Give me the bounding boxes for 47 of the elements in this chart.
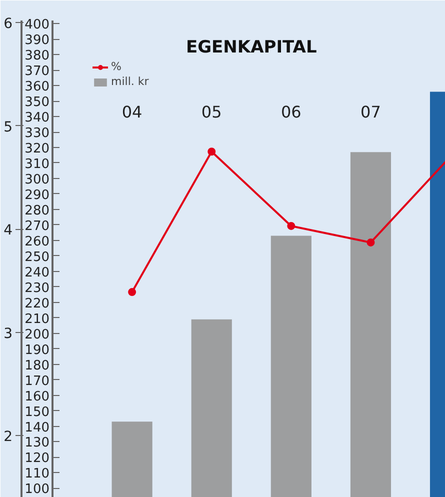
y-tick-label: 2 — [4, 429, 13, 446]
y2-tick-label: 300 — [24, 172, 50, 188]
y2-tick-label: 260 — [24, 234, 50, 250]
y2-tick-label: 270 — [24, 218, 50, 234]
y2-tick-label: 180 — [24, 358, 50, 374]
y2-tick-label: 130 — [24, 436, 50, 451]
y2-tick-label: 160 — [24, 389, 50, 404]
y2-tick-label: 280 — [24, 203, 50, 218]
y2-tick-label: 140 — [24, 420, 50, 436]
legend-label: % — [111, 60, 122, 73]
y-tick-label: 4 — [4, 222, 13, 239]
y2-tick-label: 330 — [24, 126, 50, 142]
y-tick-label: 3 — [4, 326, 13, 342]
x-tick-label: 07 — [360, 102, 381, 122]
x-tick-label: 05 — [201, 102, 222, 122]
y2-tick-label: 240 — [24, 265, 50, 280]
y2-tick-label: 210 — [24, 312, 50, 327]
y-tick-label: 5 — [4, 119, 13, 136]
y2-tick-label: 310 — [24, 156, 50, 172]
legend-label: mill. kr — [111, 75, 149, 88]
point — [128, 288, 136, 296]
y2-tick-label: 360 — [24, 80, 50, 95]
y2-tick-label: 250 — [24, 250, 50, 265]
y2-tick-label: 320 — [24, 141, 50, 156]
text: EGENKAPITAL — [186, 38, 317, 58]
x-tick-label: 04 — [122, 102, 142, 122]
y-tick-label: 6 — [4, 16, 13, 32]
y2-tick-label: 200 — [24, 327, 50, 342]
y2-tick-label: 370 — [24, 64, 50, 80]
point — [208, 148, 216, 156]
y2-tick-label: 190 — [24, 342, 50, 358]
y2-tick-label: 230 — [24, 280, 50, 296]
y2-tick-label: 390 — [24, 33, 50, 48]
point — [366, 238, 375, 246]
y2-tick-label: 350 — [24, 95, 50, 110]
y2-tick-label: 170 — [24, 374, 50, 389]
y2-tick-label: 100 — [24, 482, 50, 497]
y2-tick-label: 110 — [24, 466, 50, 482]
y2-tick-label: 120 — [24, 451, 50, 466]
point — [287, 222, 296, 230]
y2-tick-label: 380 — [24, 48, 50, 64]
y2-tick-label: 150 — [24, 404, 50, 420]
y2-tick-label: 340 — [24, 110, 50, 126]
x-tick-label: 06 — [280, 102, 302, 122]
y2-tick-label: 400 — [24, 18, 50, 33]
y2-tick-label: 290 — [24, 188, 50, 203]
y2-tick-label: 220 — [24, 296, 50, 312]
